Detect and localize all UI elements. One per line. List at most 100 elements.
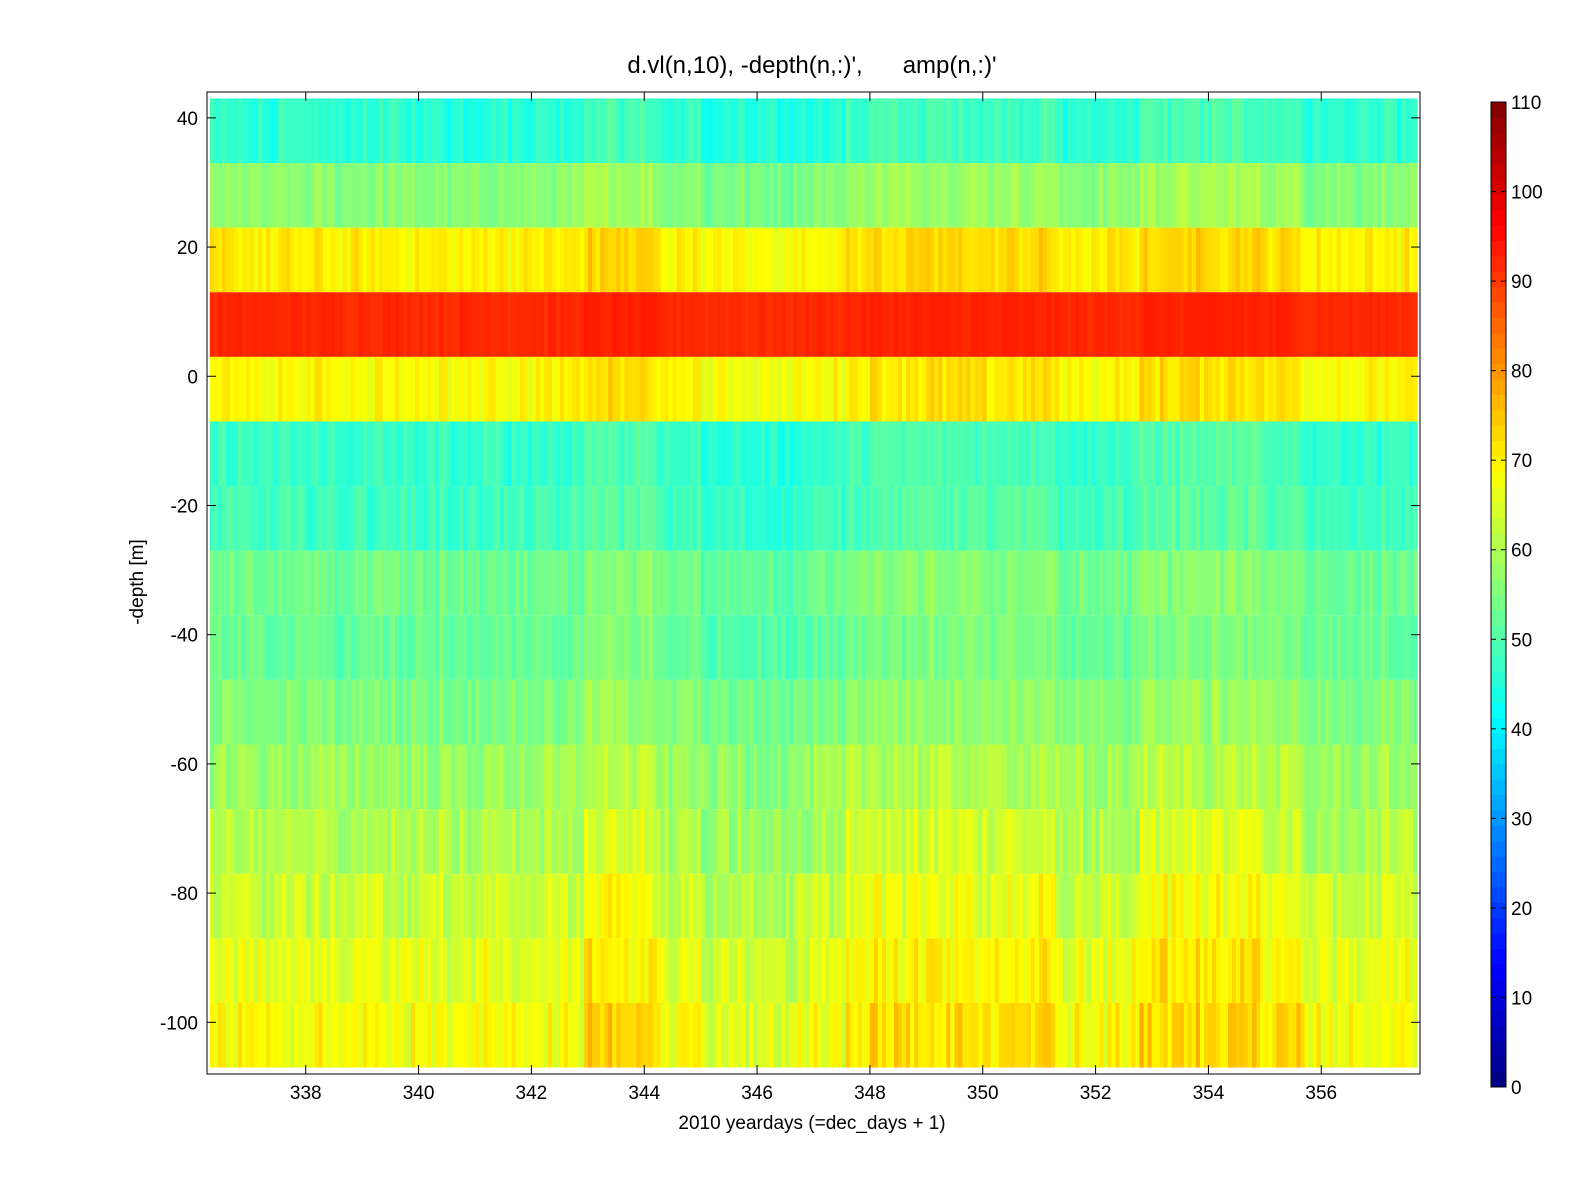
heatmap-cell — [720, 1002, 726, 1068]
heatmap-cell — [793, 938, 798, 1003]
heatmap-cell — [781, 227, 786, 293]
heatmap-cell — [684, 938, 690, 1003]
heatmap-cell — [246, 163, 251, 228]
heatmap-cell — [306, 938, 312, 1003]
heatmap-cell — [535, 98, 541, 164]
heatmap-cell — [1091, 615, 1096, 680]
heatmap-cell — [865, 938, 871, 1003]
heatmap-cell — [1183, 1002, 1189, 1068]
heatmap-cell — [250, 679, 255, 745]
heatmap-cell — [1163, 938, 1169, 1003]
heatmap-cell — [1151, 550, 1157, 616]
heatmap-cell — [447, 550, 452, 616]
heatmap-cell — [1050, 292, 1056, 357]
heatmap-cell — [475, 421, 481, 487]
heatmap-cell — [656, 98, 662, 164]
heatmap-cell — [237, 292, 243, 357]
heatmap-cell — [423, 679, 428, 745]
heatmap-cell — [672, 615, 678, 680]
heatmap-cell — [893, 550, 899, 616]
heatmap-cell — [592, 550, 597, 616]
heatmap-cell — [572, 615, 577, 680]
heatmap-cell — [250, 163, 255, 228]
heatmap-cell — [443, 809, 448, 874]
heatmap-cell — [563, 744, 569, 810]
heatmap-cell — [902, 356, 907, 422]
heatmap-cell — [491, 744, 497, 810]
heatmap-cell — [314, 809, 320, 874]
heatmap-cell — [282, 163, 287, 228]
heatmap-cell — [1308, 1002, 1314, 1068]
heatmap-cell — [817, 615, 823, 680]
heatmap-cell — [415, 615, 420, 680]
heatmap-cell — [857, 679, 863, 745]
heatmap-cell — [1352, 356, 1358, 422]
heatmap-cell — [745, 292, 750, 357]
heatmap-cell — [708, 744, 714, 810]
heatmap-cell — [889, 227, 895, 293]
heatmap-cell — [1312, 550, 1318, 616]
heatmap-cell — [1389, 421, 1394, 487]
heatmap-cell — [797, 615, 803, 680]
heatmap-cell — [922, 227, 927, 293]
heatmap-cell — [773, 873, 778, 939]
heatmap-cell — [825, 292, 831, 357]
heatmap-cell — [1244, 744, 1249, 810]
heatmap-cell — [507, 873, 513, 939]
colorbar-step — [1491, 425, 1506, 442]
heatmap-cell — [1344, 873, 1350, 939]
heatmap-cell — [334, 227, 340, 293]
heatmap-cell — [1308, 163, 1314, 228]
heatmap-cell — [1264, 98, 1269, 164]
heatmap-cell — [431, 227, 436, 293]
heatmap-cell — [608, 227, 613, 293]
heatmap-cell — [1026, 486, 1032, 551]
heatmap-cell — [777, 163, 782, 228]
heatmap-cell — [978, 938, 984, 1003]
heatmap-cell — [765, 356, 770, 422]
heatmap-cell — [576, 550, 581, 616]
heatmap-cell — [640, 873, 646, 939]
heatmap-cell — [672, 744, 678, 810]
heatmap-cell — [918, 163, 923, 228]
heatmap-cell — [652, 1002, 658, 1068]
heatmap-cell — [1095, 679, 1100, 745]
heatmap-cell — [978, 550, 984, 616]
heatmap-cell — [1236, 163, 1241, 228]
heatmap-cell — [801, 938, 807, 1003]
heatmap-cell — [1372, 809, 1378, 874]
heatmap-cell — [1075, 486, 1080, 551]
heatmap-cell — [829, 98, 835, 164]
heatmap-cell — [1276, 1002, 1281, 1068]
heatmap-cell — [753, 292, 758, 357]
heatmap-cell — [813, 744, 819, 810]
x-tick-label: 338 — [290, 1083, 322, 1104]
heatmap-cell — [342, 292, 348, 357]
heatmap-cell — [362, 98, 368, 164]
heatmap-cell — [1368, 292, 1374, 357]
heatmap-cell — [322, 679, 328, 745]
heatmap-cell — [1296, 809, 1302, 874]
heatmap-cell — [994, 744, 1000, 810]
heatmap-cell — [1284, 873, 1289, 939]
heatmap-cell — [217, 227, 223, 293]
heatmap-cell — [1014, 163, 1020, 228]
heatmap-cell — [1324, 292, 1330, 357]
heatmap-cell — [1034, 873, 1040, 939]
heatmap-cell — [435, 744, 440, 810]
heatmap-cell — [1018, 356, 1024, 422]
heatmap-cell — [282, 873, 287, 939]
heatmap-cell — [692, 98, 698, 164]
heatmap-cell — [290, 873, 295, 939]
heatmap-cell — [938, 163, 943, 228]
heatmap-cell — [1095, 163, 1100, 228]
heatmap-cell — [893, 744, 899, 810]
heatmap-cell — [515, 98, 521, 164]
heatmap-cell — [1348, 227, 1354, 293]
heatmap-cell — [926, 421, 931, 487]
heatmap-cell — [511, 163, 517, 228]
heatmap-cell — [370, 873, 376, 939]
colorbar-tick-label: 80 — [1511, 362, 1532, 383]
heatmap-cell — [1014, 356, 1020, 422]
heatmap-cell — [777, 292, 782, 357]
